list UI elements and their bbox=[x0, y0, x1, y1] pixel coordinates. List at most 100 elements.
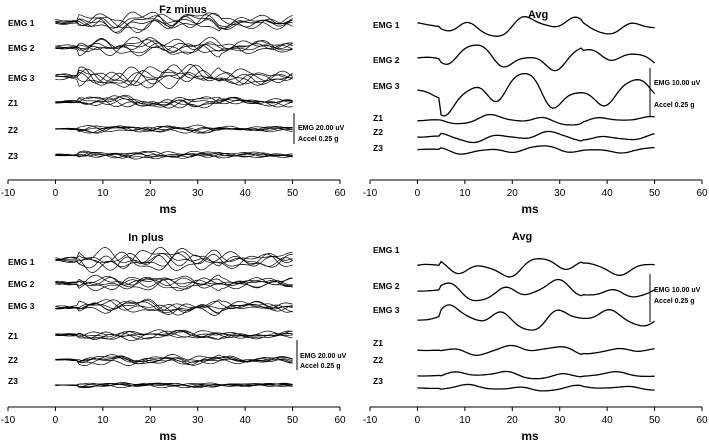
x-tick-label: 30 bbox=[192, 188, 204, 199]
trace-line bbox=[55, 151, 293, 159]
chart-title: Fz minus bbox=[159, 4, 207, 16]
trace-line bbox=[55, 97, 293, 108]
x-tick-label: -10 bbox=[363, 188, 378, 199]
channel-label: Z2 bbox=[373, 355, 383, 365]
trace-line bbox=[55, 64, 293, 86]
trace-line bbox=[55, 67, 293, 89]
channel-label: EMG 1 bbox=[373, 20, 400, 30]
x-tick-label: 30 bbox=[554, 188, 566, 199]
channel-label: Z3 bbox=[373, 376, 383, 386]
channel-label: Z1 bbox=[373, 113, 383, 123]
trace-line bbox=[55, 246, 293, 269]
x-tick-label: -10 bbox=[1, 415, 16, 426]
trace-line bbox=[417, 130, 655, 144]
scale-label-accel: Accel 0.25 g bbox=[300, 363, 340, 370]
trace-line bbox=[55, 299, 293, 316]
x-tick-label: -10 bbox=[363, 415, 378, 426]
trace-line bbox=[55, 301, 293, 316]
trace-line bbox=[55, 12, 293, 33]
scale-label-emg: EMG 20.00 uV bbox=[300, 353, 347, 360]
trace-line bbox=[55, 36, 293, 54]
chart-panel-4: Avg EMG 1 EMG 2 EMG 3 Z1 Z2 Z3 EMG 10.00 uV Acce… bbox=[363, 231, 708, 440]
x-tick-label: 0 bbox=[53, 188, 59, 199]
channel-label: EMG 2 bbox=[373, 281, 400, 291]
x-axis-label: ms bbox=[521, 429, 539, 440]
channel-label: EMG 1 bbox=[8, 18, 35, 28]
x-axis-label: ms bbox=[159, 429, 177, 440]
trace-line bbox=[55, 250, 293, 269]
trace-line bbox=[55, 38, 293, 57]
trace-line bbox=[55, 64, 293, 88]
trace-line bbox=[55, 382, 293, 388]
x-tick-label: 50 bbox=[287, 188, 299, 199]
trace-line bbox=[55, 274, 293, 290]
scale-label-emg: EMG 10.00 uV bbox=[654, 287, 701, 294]
x-tick-label: 10 bbox=[97, 188, 109, 199]
channel-label: Z3 bbox=[373, 143, 383, 153]
chart-title: Avg bbox=[528, 9, 548, 21]
trace-line bbox=[417, 304, 655, 331]
x-tick-label: 0 bbox=[415, 415, 421, 426]
channel-label: EMG 3 bbox=[373, 81, 400, 91]
x-tick-label: 60 bbox=[334, 188, 346, 199]
x-tick-label: 50 bbox=[649, 415, 661, 426]
trace-line bbox=[55, 300, 293, 315]
channel-label: EMG 3 bbox=[8, 301, 35, 311]
trace-line bbox=[55, 11, 293, 29]
scale-label-accel: Accel 0.25 g bbox=[654, 102, 694, 109]
channel-label: Z2 bbox=[8, 355, 18, 365]
trace-line bbox=[55, 94, 293, 107]
x-tick-label: 0 bbox=[53, 415, 59, 426]
scale-label-emg: EMG 10.00 uV bbox=[654, 80, 701, 87]
trace-line bbox=[417, 344, 655, 356]
trace-line bbox=[55, 300, 293, 314]
trace-line bbox=[55, 382, 293, 389]
x-tick-label: 40 bbox=[240, 188, 252, 199]
x-tick-label: 60 bbox=[696, 188, 708, 199]
channel-label: EMG 2 bbox=[373, 55, 400, 65]
x-tick-label: 40 bbox=[240, 415, 252, 426]
channel-label: EMG 3 bbox=[373, 305, 400, 315]
trace-line bbox=[55, 329, 293, 339]
x-tick-label: 20 bbox=[145, 415, 157, 426]
trace-line bbox=[417, 72, 656, 117]
x-tick-label: 0 bbox=[415, 188, 421, 199]
trace-line bbox=[55, 275, 293, 292]
chart-title: Avg bbox=[512, 231, 532, 243]
trace-line bbox=[55, 277, 293, 290]
channel-label: Z1 bbox=[373, 338, 383, 348]
trace-line bbox=[55, 354, 293, 365]
trace-line bbox=[55, 38, 293, 55]
trace-line bbox=[55, 124, 293, 133]
trace-line bbox=[55, 96, 293, 109]
trace-line bbox=[417, 145, 655, 155]
chart-title: In plus bbox=[128, 232, 163, 244]
x-tick-label: 20 bbox=[507, 188, 519, 199]
trace-line bbox=[55, 11, 293, 32]
trace-line bbox=[55, 329, 293, 340]
x-tick-label: 10 bbox=[97, 415, 109, 426]
x-tick-label: 60 bbox=[696, 415, 708, 426]
trace-line bbox=[417, 44, 656, 72]
x-tick-label: 50 bbox=[649, 188, 661, 199]
chart-panel-1: Fz minus EMG 1 EMG 2 EMG 3 Z1 Z2 Z3 EMG 20.00 u… bbox=[1, 4, 346, 216]
x-tick-label: 40 bbox=[602, 188, 614, 199]
trace-line bbox=[417, 370, 655, 380]
trace-line bbox=[55, 382, 293, 389]
trace-line bbox=[55, 96, 293, 109]
channel-label: EMG 1 bbox=[8, 257, 35, 267]
trace-line bbox=[417, 383, 655, 392]
channel-label: Z2 bbox=[8, 125, 18, 135]
channel-label: EMG 2 bbox=[8, 43, 35, 53]
x-tick-label: 30 bbox=[192, 415, 204, 426]
x-tick-label: 10 bbox=[459, 188, 471, 199]
trace-line bbox=[55, 125, 293, 134]
trace-line bbox=[417, 278, 655, 302]
trace-line bbox=[55, 64, 293, 86]
scale-label-accel: Accel 0.25 g bbox=[654, 298, 694, 305]
channel-label: Z1 bbox=[8, 98, 18, 108]
trace-line bbox=[417, 15, 655, 37]
trace-line bbox=[55, 95, 293, 108]
x-tick-label: 30 bbox=[554, 415, 566, 426]
